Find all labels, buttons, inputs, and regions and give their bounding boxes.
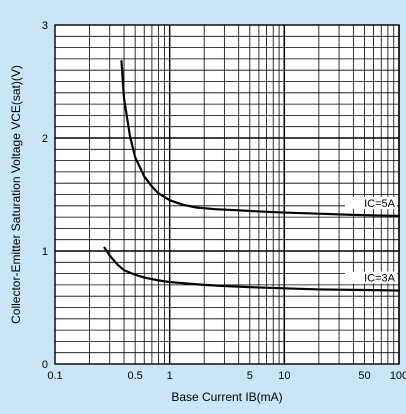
plot-frame [54, 24, 400, 365]
x-tick-label: 1 [167, 370, 173, 382]
x-axis-label: Base Current IB(mA) [171, 390, 282, 404]
x-tick-label: 0.1 [47, 370, 62, 382]
x-tick-label: 100 [390, 370, 406, 382]
series-label: IC=5A [364, 198, 396, 210]
series-label-bg [345, 196, 397, 209]
x-tick-label: 0.5 [128, 370, 143, 382]
series-line-2 [103, 246, 401, 292]
y-tick-label: 2 [42, 133, 48, 145]
y-tick-label: 1 [42, 246, 48, 258]
series-line-1 [120, 60, 401, 218]
tick-labels: 0.1 0.5 1 5 10 50 100 0 1 2 3 [42, 20, 406, 382]
y-tick-label: 3 [42, 20, 48, 32]
x-tick-label: 10 [278, 370, 290, 382]
y-tick-label: 0 [42, 359, 48, 371]
x-tick-label: 5 [247, 370, 253, 382]
series-label-bg [345, 271, 397, 284]
series-label: IC=3A [364, 273, 396, 285]
series-layer: IC=5A IC=3A [103, 60, 401, 292]
y-axis-label: Collector-Emitter Saturation Voltage VCE… [9, 65, 23, 324]
x-tick-label: 50 [358, 370, 370, 382]
